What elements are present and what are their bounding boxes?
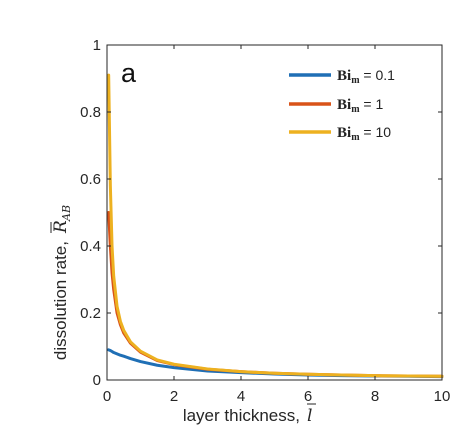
y-axis-title-group: dissolution rate, R AB — [50, 205, 73, 360]
legend: Bim = 0.1 Bim = 1 Bim = 10 — [289, 67, 395, 143]
axes — [106, 44, 443, 381]
x-tick-label: 6 — [304, 388, 312, 405]
legend-label-bi-0-1: Bim = 0.1 — [337, 67, 395, 86]
y-tick-label: 0 — [93, 372, 101, 389]
series-lines — [107, 73, 444, 379]
y-axis-symbol: R — [51, 220, 71, 234]
y-tick-label: 0.4 — [80, 238, 101, 255]
x-tick-label: 2 — [170, 388, 178, 405]
y-tick-label: 1 — [93, 37, 101, 54]
x-tick-label: 10 — [434, 388, 451, 405]
y-tick-label: 0.2 — [80, 305, 101, 322]
axes-box — [106, 44, 443, 381]
tick-labels: 0 2 4 6 8 10 0 0.2 0.4 0.6 0.8 1 — [80, 37, 450, 405]
y-tick-label: 0.6 — [80, 171, 101, 188]
series-line-2 — [107, 73, 444, 378]
x-tick-label: 4 — [237, 388, 245, 405]
legend-label-bi-10: Bim = 10 — [337, 124, 391, 143]
x-axis-symbol: l — [307, 406, 312, 426]
plot-background — [107, 45, 442, 380]
x-tick-label: 0 — [103, 388, 111, 405]
legend-label-bi-1: Bim = 1 — [337, 96, 383, 115]
x-axis-title: layer thickness, — [183, 406, 300, 425]
x-tick-label: 8 — [371, 388, 379, 405]
y-axis-title: dissolution rate, — [51, 241, 70, 360]
panel-label: a — [121, 58, 137, 88]
legend-item-bi-10: Bim = 10 — [289, 124, 391, 143]
legend-item-bi-0-1: Bim = 0.1 — [289, 67, 395, 86]
y-axis-symbol-sub: AB — [60, 205, 73, 222]
y-tick-label: 0.8 — [80, 104, 101, 121]
legend-item-bi-1: Bim = 1 — [289, 96, 383, 115]
